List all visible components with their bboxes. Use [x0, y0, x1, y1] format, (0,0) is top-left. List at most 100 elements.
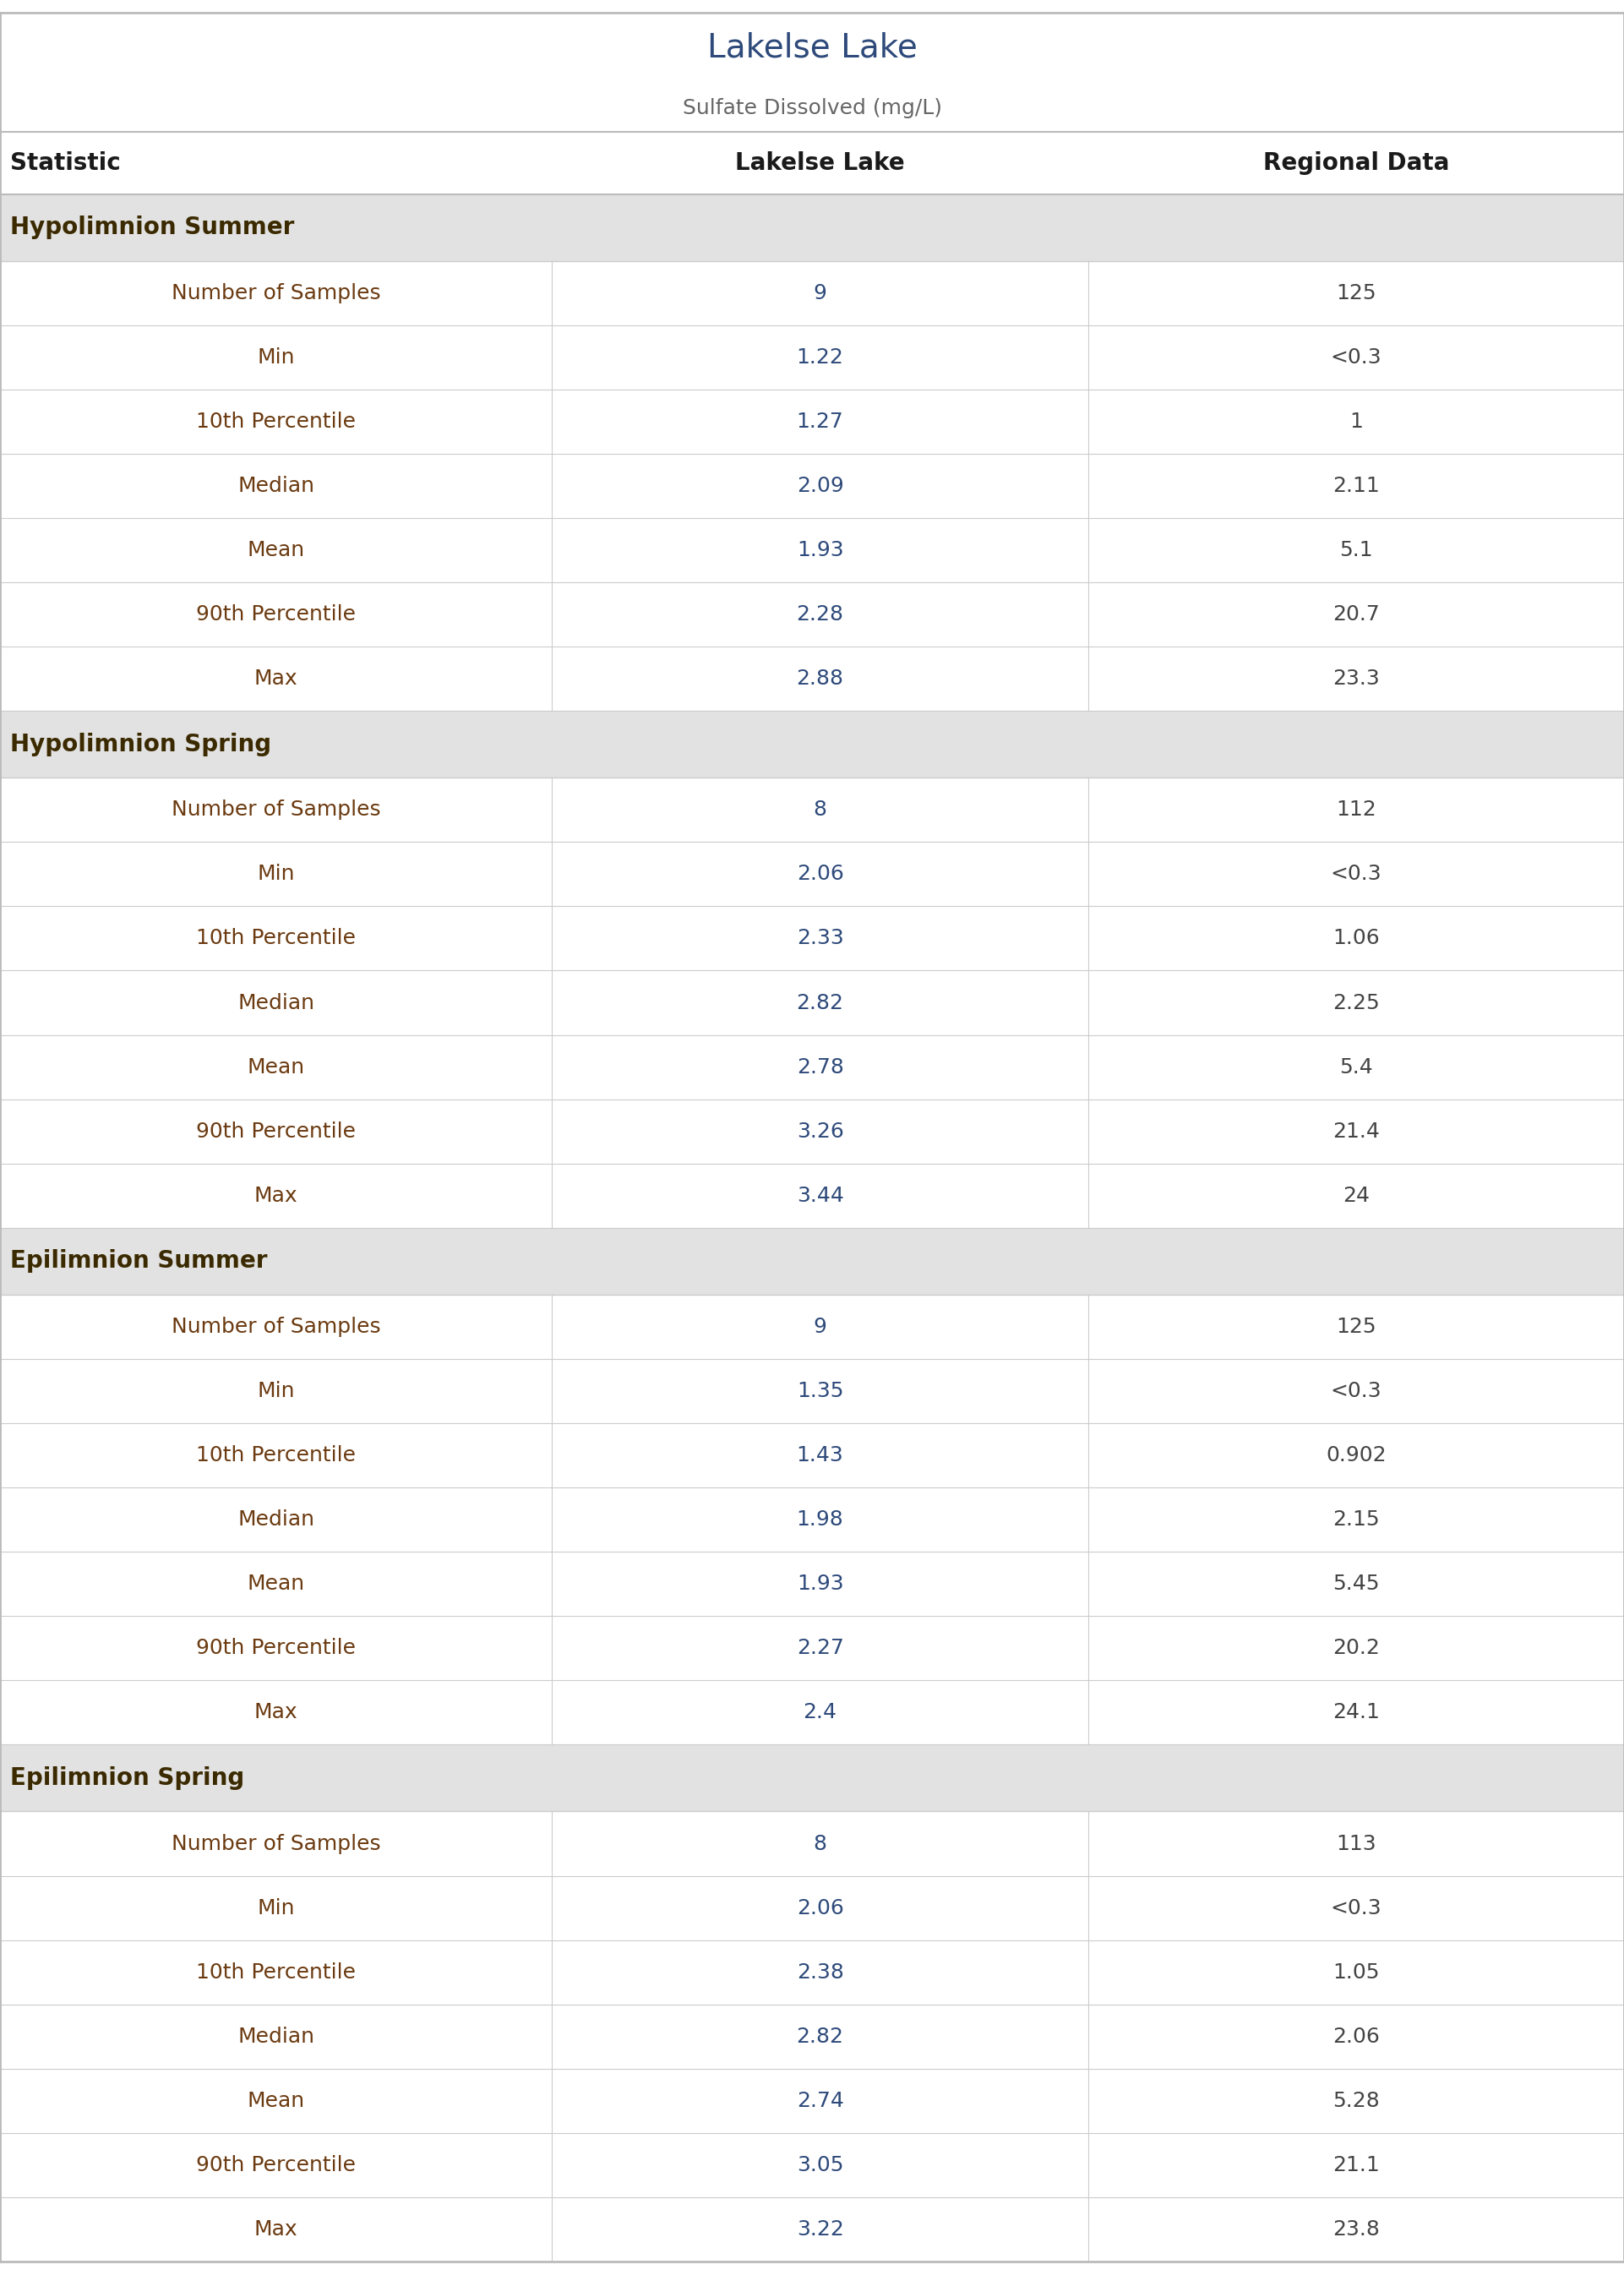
Text: Median: Median [237, 2027, 315, 2048]
Bar [0, 972, 1624, 1035]
Bar [0, 14, 1624, 132]
Bar [0, 193, 1624, 261]
Text: 2.06: 2.06 [796, 1898, 844, 1918]
Text: 1.22: 1.22 [796, 347, 844, 368]
Text: 20.7: 20.7 [1332, 604, 1380, 624]
Text: Sulfate Dissolved (mg/L): Sulfate Dissolved (mg/L) [682, 98, 942, 118]
Text: 9: 9 [814, 284, 827, 304]
Text: Hypolimnion Summer: Hypolimnion Summer [10, 216, 294, 238]
Text: Max: Max [255, 670, 297, 688]
Text: 5.4: 5.4 [1340, 1058, 1372, 1078]
Text: 1.93: 1.93 [797, 1573, 843, 1594]
Bar [0, 647, 1624, 711]
Bar [0, 711, 1624, 779]
Text: 1.43: 1.43 [796, 1446, 844, 1466]
Bar [0, 1360, 1624, 1423]
Text: 2.88: 2.88 [796, 670, 844, 688]
Text: Hypolimnion Spring: Hypolimnion Spring [10, 733, 271, 756]
Text: 1.93: 1.93 [797, 540, 843, 561]
Text: 3.22: 3.22 [796, 2220, 844, 2240]
Text: <0.3: <0.3 [1330, 1380, 1382, 1401]
Text: 2.38: 2.38 [796, 1961, 844, 1982]
Bar [0, 2068, 1624, 2134]
Text: 5.1: 5.1 [1340, 540, 1372, 561]
Text: 2.74: 2.74 [796, 2091, 844, 2111]
Bar [0, 2197, 1624, 2261]
Text: 1.98: 1.98 [796, 1510, 844, 1530]
Text: 125: 125 [1337, 1317, 1376, 1337]
Text: 2.25: 2.25 [1332, 992, 1380, 1012]
Text: 10th Percentile: 10th Percentile [197, 411, 356, 431]
Text: Median: Median [237, 992, 315, 1012]
Bar [0, 1941, 1624, 2004]
Text: 2.11: 2.11 [1332, 477, 1380, 495]
Text: Median: Median [237, 477, 315, 495]
Bar [0, 1811, 1624, 1875]
Text: 21.1: 21.1 [1332, 2154, 1380, 2175]
Text: 0.902: 0.902 [1325, 1446, 1387, 1466]
Text: 8: 8 [814, 799, 827, 819]
Text: 2.09: 2.09 [796, 477, 844, 495]
Bar [0, 1616, 1624, 1680]
Text: 90th Percentile: 90th Percentile [197, 2154, 356, 2175]
Bar [0, 1423, 1624, 1487]
Text: Min: Min [257, 865, 296, 885]
Text: 2.4: 2.4 [804, 1702, 836, 1723]
Bar [0, 1228, 1624, 1294]
Text: 3.26: 3.26 [796, 1121, 844, 1142]
Text: 1: 1 [1350, 411, 1363, 431]
Bar [0, 842, 1624, 906]
Text: Number of Samples: Number of Samples [172, 1834, 380, 1855]
Text: <0.3: <0.3 [1330, 1898, 1382, 1918]
Text: Max: Max [255, 1702, 297, 1723]
Text: 1.35: 1.35 [797, 1380, 843, 1401]
Text: 1.27: 1.27 [796, 411, 844, 431]
Text: Median: Median [237, 1510, 315, 1530]
Text: 2.15: 2.15 [1333, 1510, 1379, 1530]
Bar [0, 390, 1624, 454]
Text: 2.06: 2.06 [1332, 2027, 1380, 2048]
Text: 2.33: 2.33 [796, 928, 844, 949]
Bar [0, 1035, 1624, 1099]
Text: 113: 113 [1337, 1834, 1376, 1855]
Bar [0, 325, 1624, 390]
Bar [0, 1875, 1624, 1941]
Text: 24.1: 24.1 [1332, 1702, 1380, 1723]
Text: 3.05: 3.05 [797, 2154, 843, 2175]
Text: 2.06: 2.06 [796, 865, 844, 885]
Text: <0.3: <0.3 [1330, 347, 1382, 368]
Text: 2.82: 2.82 [796, 992, 844, 1012]
Text: Min: Min [257, 1898, 296, 1918]
Bar [0, 1099, 1624, 1165]
Text: 3.44: 3.44 [796, 1185, 844, 1205]
Text: Lakelse Lake: Lakelse Lake [736, 152, 905, 175]
Text: 21.4: 21.4 [1332, 1121, 1380, 1142]
Bar [0, 1487, 1624, 1553]
Text: Max: Max [255, 2220, 297, 2240]
Text: Min: Min [257, 1380, 296, 1401]
Text: 1.06: 1.06 [1332, 928, 1380, 949]
Bar [0, 2134, 1624, 2197]
Text: 2.28: 2.28 [796, 604, 844, 624]
Text: 2.78: 2.78 [796, 1058, 844, 1078]
Text: 90th Percentile: 90th Percentile [197, 604, 356, 624]
Bar [0, 583, 1624, 647]
Text: 8: 8 [814, 1834, 827, 1855]
Text: Regional Data: Regional Data [1263, 152, 1449, 175]
Text: Max: Max [255, 1185, 297, 1205]
Text: Min: Min [257, 347, 296, 368]
Text: Mean: Mean [247, 540, 305, 561]
Text: 23.3: 23.3 [1332, 670, 1380, 688]
Text: Number of Samples: Number of Samples [172, 1317, 380, 1337]
Text: 10th Percentile: 10th Percentile [197, 1961, 356, 1982]
Text: Mean: Mean [247, 1573, 305, 1594]
Bar [0, 906, 1624, 972]
Text: 20.2: 20.2 [1332, 1639, 1380, 1659]
Text: <0.3: <0.3 [1330, 865, 1382, 885]
Bar [0, 779, 1624, 842]
Text: 1.05: 1.05 [1333, 1961, 1379, 1982]
Text: 5.28: 5.28 [1332, 2091, 1380, 2111]
Bar [0, 261, 1624, 325]
Text: 5.45: 5.45 [1333, 1573, 1379, 1594]
Bar [0, 132, 1624, 193]
